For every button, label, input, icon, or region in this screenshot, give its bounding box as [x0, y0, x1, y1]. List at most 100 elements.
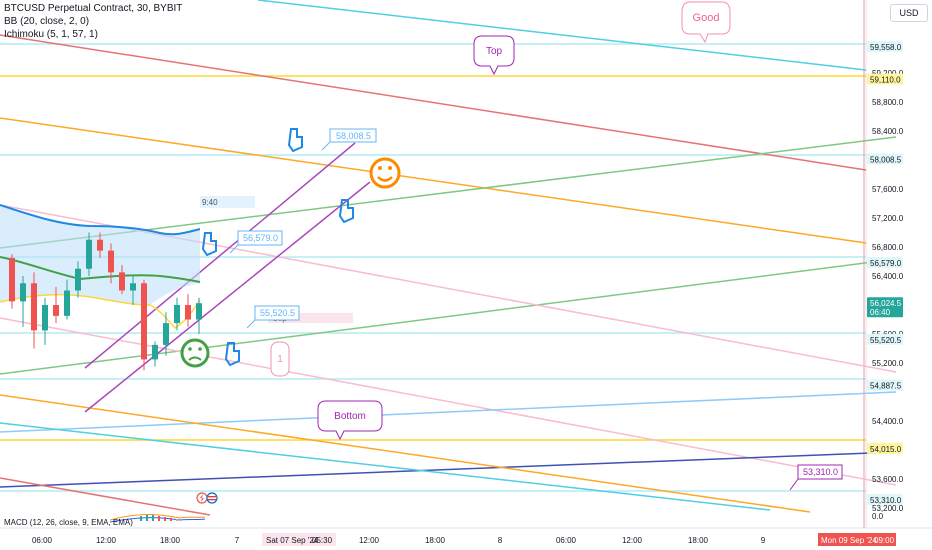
time-highlight-date: Mon 09 Sep '24: [821, 536, 877, 545]
callout-56579-label: 56,579.0: [243, 233, 278, 243]
time-tick-label: 18:00: [160, 536, 181, 545]
currency-button[interactable]: USD: [890, 4, 928, 22]
price-label-text: 59,110.0: [870, 76, 901, 85]
legend-bollinger[interactable]: BB (20, close, 2, 0): [4, 16, 90, 27]
price-label-badge: 58,008.5: [867, 153, 903, 165]
callout-bottom[interactable]: Bottom: [317, 400, 383, 441]
price-tick-label: 57,600.0: [872, 185, 904, 194]
callout-one[interactable]: 1: [270, 341, 290, 377]
channel-line-lower[interactable]: [84, 181, 371, 413]
price-label-badge: 54,887.5: [867, 379, 903, 391]
candle[interactable]: [119, 265, 125, 295]
time-tick-label: 06:00: [556, 536, 577, 545]
bb-upper-band: [0, 204, 201, 236]
callout-one-label: 1: [277, 354, 283, 365]
callout-58008-label: 58,008.5: [336, 131, 371, 141]
time-axis[interactable]: 06:00 12:00 18:00 7 12:00 18:00 8 06:00 12:00 18:…: [32, 533, 896, 546]
bb-basis: [0, 256, 201, 283]
callout-good[interactable]: Good: [681, 1, 731, 44]
candle[interactable]: [20, 276, 26, 327]
candle[interactable]: [163, 312, 169, 356]
candle[interactable]: [130, 276, 136, 305]
callout-55520-label: 55,520.5: [260, 308, 295, 318]
price-label-text: 53,310.0: [870, 496, 902, 505]
candle[interactable]: [152, 341, 158, 367]
price-tick-label: 53,600.0: [872, 475, 904, 484]
time-tick-label: 06:00: [32, 536, 53, 545]
candle[interactable]: [53, 286, 59, 324]
candle[interactable]: [9, 254, 15, 309]
candle[interactable]: [141, 279, 147, 371]
gap-box[interactable]: [268, 313, 353, 323]
callout-bottom-label: Bottom: [334, 411, 366, 422]
price-tick-label: 57,200.0: [872, 214, 904, 223]
trendline-orange-upper[interactable]: [0, 117, 867, 244]
price-tick-label: 54,400.0: [872, 417, 904, 426]
callout-top[interactable]: Top: [473, 35, 515, 76]
price-label-badge: 53,310.0: [867, 494, 903, 506]
candle[interactable]: [42, 297, 48, 345]
candle[interactable]: [174, 297, 180, 331]
legend-macd[interactable]: MACD (12, 26, close, 9, EMA, EMA): [4, 518, 133, 527]
bollinger-bands: [0, 196, 255, 329]
callout-58008[interactable]: 58,008.5: [321, 128, 377, 151]
candle[interactable]: [75, 261, 81, 298]
trendline-cyan-lower[interactable]: [0, 422, 771, 511]
price-labels: 59,558.0 59,110.0 58,008.5 56,579.0 56,024.5…: [867, 41, 903, 506]
price-label-badge: 59,558.0: [867, 41, 903, 53]
trendline-navy[interactable]: [0, 451, 897, 488]
candle[interactable]: [108, 243, 114, 284]
price-label-subtext: 06:40: [870, 308, 891, 317]
candle-series: [9, 232, 202, 371]
callout-53310-label: 53,310.0: [803, 467, 838, 477]
callout-55520[interactable]: 55,520.5: [246, 305, 300, 329]
trendline-orange-lower[interactable]: [0, 394, 811, 513]
lightning-event-icon[interactable]: [196, 492, 208, 504]
time-tick-label: 18:00: [425, 536, 446, 545]
time-tick-label: 7: [235, 536, 240, 545]
time-tick-label: 8: [498, 536, 503, 545]
time-tick-label: 12:00: [96, 536, 117, 545]
us-flag-event-icon[interactable]: [206, 492, 218, 504]
trendline-cyan-top[interactable]: [257, 0, 867, 71]
price-label-text: 59,558.0: [870, 43, 902, 52]
trendline-green-lower[interactable]: [0, 258, 897, 375]
price-label-badge: 56,024.506:40: [867, 297, 903, 318]
trendline-red-lower[interactable]: [0, 477, 211, 516]
time-note: 9:40: [202, 198, 218, 207]
price-tick-label: 58,400.0: [872, 127, 904, 136]
time-note-box: [200, 196, 255, 208]
trendline-blue[interactable]: [0, 391, 897, 433]
trendline-red-upper[interactable]: [0, 34, 867, 171]
macd-zero-label: 0.0: [872, 512, 884, 521]
smiley-crying-icon[interactable]: [180, 338, 210, 368]
event-markers[interactable]: [196, 492, 218, 504]
price-label-text: 55,520.5: [870, 336, 902, 345]
pointing-hand-icon[interactable]: [201, 128, 354, 367]
price-label-badge: 56,579.0: [867, 257, 903, 269]
candle[interactable]: [185, 294, 191, 327]
time-tick-label: 12:00: [622, 536, 643, 545]
price-label-text: 56,024.5: [870, 299, 902, 308]
callout-53310[interactable]: 53,310.0: [789, 464, 843, 491]
candle[interactable]: [97, 232, 103, 258]
macd-histogram: [109, 514, 206, 523]
candle[interactable]: [86, 232, 92, 277]
smiley-happy-icon[interactable]: [369, 157, 401, 189]
candle[interactable]: [31, 272, 37, 349]
bb-lower-band: [0, 293, 201, 329]
candle[interactable]: [64, 279, 70, 320]
candle[interactable]: [196, 297, 202, 334]
price-label-text: 54,887.5: [870, 382, 902, 391]
legend-symbol[interactable]: BTCUSD Perpetual Contract, 30, BYBIT: [4, 3, 183, 14]
price-tick-label: 53,200.0: [872, 504, 904, 513]
legend-ichimoku[interactable]: Ichimoku (5, 1, 57, 1): [4, 29, 98, 40]
channel-line-upper[interactable]: [84, 142, 356, 369]
price-tick-label: 56,800.0: [872, 243, 904, 252]
callout-56579[interactable]: 56,579.0: [229, 230, 283, 254]
time-tick-label: 18:00: [688, 536, 709, 545]
trendline-green-upper[interactable]: [0, 136, 897, 249]
price-tick-label: 56,400.0: [872, 272, 904, 281]
